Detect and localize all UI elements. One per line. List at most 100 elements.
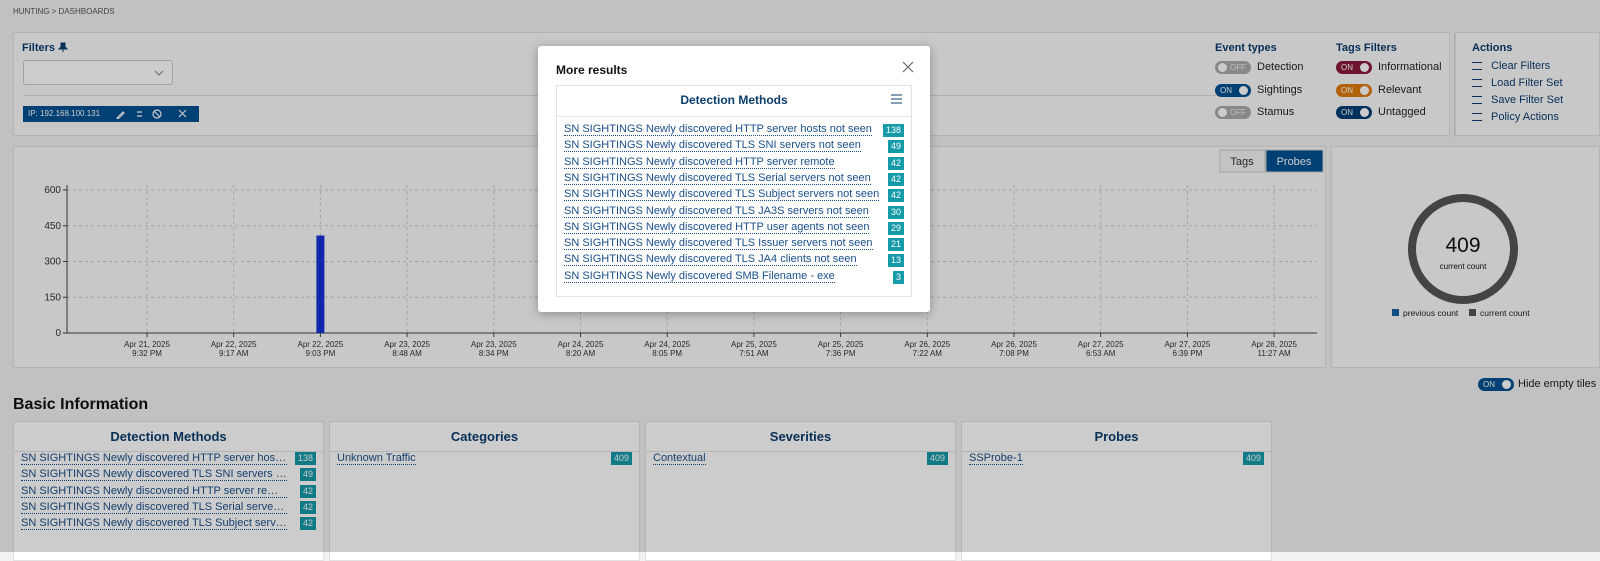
- x-tick-date: Apr 21, 2025: [124, 340, 170, 349]
- toggle-state: ON: [1341, 108, 1353, 117]
- toggle-knob: [1360, 85, 1369, 95]
- toggle-state: ON: [1220, 85, 1232, 95]
- x-tick-date: Apr 26, 2025: [991, 340, 1037, 349]
- tag-filter-label: Relevant: [1378, 83, 1422, 96]
- modal-panel-title: Detection Methods: [680, 93, 788, 107]
- action-link[interactable]: Load Filter Set: [1491, 77, 1563, 89]
- tile: Detection Methods SN SIGHTINGS Newly disc…: [13, 421, 324, 561]
- row-link: SN SIGHTINGS Newly discovered HTTP serve…: [564, 155, 835, 169]
- modal-title: More results: [556, 63, 628, 77]
- divider: [557, 116, 911, 117]
- count-badge: 409: [1242, 452, 1264, 465]
- row-link: SN SIGHTINGS Newly discovered SMB Filena…: [564, 269, 835, 283]
- toggle[interactable]: ON: [1215, 83, 1251, 97]
- count-badge: 42: [299, 484, 316, 498]
- x-tick-date: Apr 25, 2025: [731, 340, 777, 349]
- filter-chip[interactable]: IP: 192.168.100.131: [23, 106, 199, 122]
- x-tick-date: Apr 25, 2025: [818, 340, 864, 349]
- tag-filter-label: Untagged: [1378, 106, 1426, 118]
- action-link[interactable]: Policy Actions: [1491, 111, 1559, 123]
- chip-icons: [116, 109, 187, 119]
- toggle-state: OFF: [1230, 108, 1246, 117]
- x-tick-date: Apr 22, 2025: [297, 340, 343, 349]
- tags-filters-title: Tags Filters: [1336, 42, 1397, 54]
- tile-title: Detection Methods: [110, 429, 227, 444]
- action-link[interactable]: Clear Filters: [1491, 60, 1551, 72]
- legend-swatch: [1469, 309, 1476, 316]
- tile-title: Categories: [450, 429, 519, 444]
- filter-select[interactable]: [23, 60, 173, 85]
- toggle-state: ON: [1341, 85, 1353, 95]
- count-gauge: 409 current count previous count current co…: [1392, 194, 1530, 318]
- x-tick-date: Apr 26, 2025: [904, 340, 950, 349]
- x-tick-time: 8:05 PM: [652, 349, 682, 358]
- tile: Severities Contextual 409: [645, 421, 956, 561]
- toggle[interactable]: OFF: [1215, 61, 1251, 74]
- hide-empty-toggle[interactable]: ON: [1478, 378, 1514, 391]
- pin-icon: [58, 42, 68, 52]
- row-link: Contextual: [653, 452, 706, 465]
- count-badge: 409: [926, 452, 948, 465]
- actions-title: Actions: [1472, 42, 1513, 54]
- x-tick-date: Apr 28, 2025: [1251, 340, 1297, 349]
- x-tick-date: Apr 24, 2025: [644, 340, 690, 349]
- x-tick-time: 7:22 AM: [913, 349, 943, 358]
- x-tick-time: 6:39 PM: [1173, 349, 1203, 358]
- count-badge: 21: [887, 238, 904, 252]
- modal-panel: Detection Methods SN SIGHTINGS Newly dis…: [556, 85, 912, 297]
- count-badge: 13: [887, 254, 904, 268]
- toggle-knob: [1360, 108, 1369, 117]
- tab[interactable]: [1219, 149, 1266, 173]
- modal-close[interactable]: [902, 61, 914, 73]
- x-tick-date: Apr 23, 2025: [384, 340, 430, 349]
- toggle-knob: [1218, 63, 1227, 72]
- x-tick-time: 7:36 PM: [826, 349, 856, 358]
- toggle-state: ON: [1341, 63, 1353, 72]
- count-label: current count: [1440, 262, 1487, 271]
- row-link: SN SIGHTINGS Newly discovered HTTP serve…: [21, 452, 287, 465]
- y-tick-label: 300: [44, 257, 61, 268]
- x-tick-time: 7:51 AM: [739, 349, 769, 358]
- toggle[interactable]: OFF: [1215, 106, 1251, 119]
- divider: [330, 451, 639, 452]
- divider: [646, 451, 955, 452]
- x-tick-date: Apr 24, 2025: [558, 340, 604, 349]
- count-badge: 29: [887, 221, 904, 235]
- x-tick-date: Apr 22, 2025: [211, 340, 257, 349]
- row-link: SSProbe-1: [969, 452, 1023, 465]
- chevron: [154, 70, 164, 76]
- y-tick-label: 600: [44, 185, 61, 196]
- toggle-knob: [1218, 108, 1227, 117]
- menu-icon[interactable]: [891, 94, 902, 104]
- toggle-state: ON: [1483, 380, 1495, 389]
- tab[interactable]: [1265, 149, 1324, 173]
- toggle[interactable]: ON: [1336, 83, 1372, 97]
- row-link: SN SIGHTINGS Newly discovered HTTP serve…: [564, 123, 872, 136]
- row-link: SN SIGHTINGS Newly discovered HTTP serve…: [21, 484, 287, 498]
- y-tick-label: 150: [44, 292, 61, 303]
- x-tick-date: Apr 27, 2025: [1164, 340, 1210, 349]
- divider: [962, 451, 1271, 452]
- chip-label: IP: 192.168.100.131: [28, 109, 101, 118]
- toggle[interactable]: ON: [1336, 106, 1372, 119]
- toggle-knob: [1360, 63, 1369, 72]
- row-link: SN SIGHTINGS Newly discovered TLS Subjec…: [564, 188, 880, 202]
- x-tick-time: 9:17 AM: [219, 349, 249, 358]
- count-badge: 42: [299, 517, 316, 531]
- action-icon: [1472, 79, 1482, 87]
- count-badge: 3: [892, 270, 904, 284]
- tile-title: Probes: [1094, 429, 1139, 444]
- x-tick-time: 8:20 AM: [566, 349, 596, 358]
- count-badge: 138: [294, 452, 316, 465]
- tile-title: Severities: [769, 429, 832, 444]
- breadcrumb: HUNTING > DASHBOARDS: [13, 7, 115, 16]
- event-type-label: Detection: [1257, 61, 1304, 73]
- x-tick-time: 9:03 PM: [306, 349, 336, 358]
- divider: [1454, 33, 1455, 137]
- toggle[interactable]: ON: [1336, 61, 1372, 74]
- action-link[interactable]: Save Filter Set: [1491, 94, 1564, 106]
- event-type-label: Sightings: [1257, 83, 1303, 96]
- bar: [316, 235, 325, 333]
- divider: [14, 451, 323, 452]
- gauge-ring: [1408, 194, 1518, 304]
